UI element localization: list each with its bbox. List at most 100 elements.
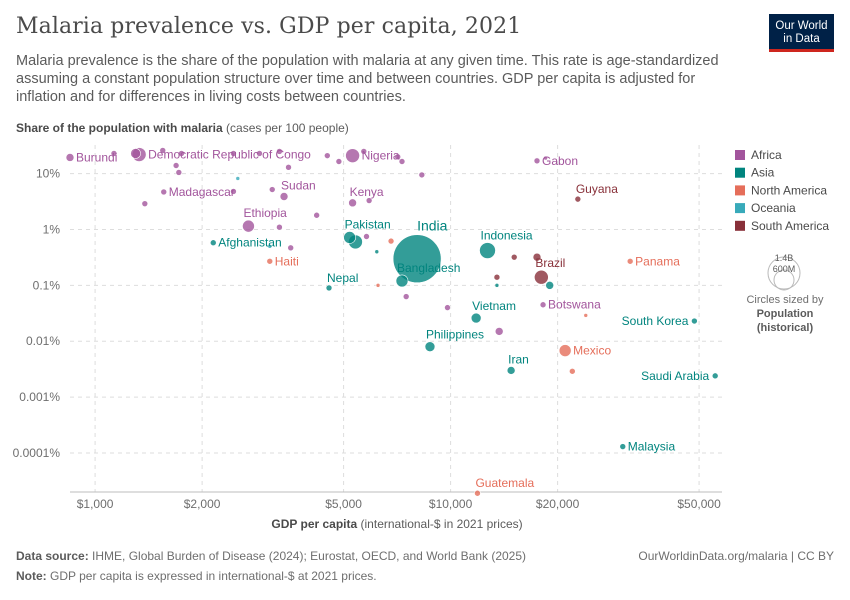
- data-point[interactable]: [159, 147, 167, 154]
- data-point[interactable]: [343, 231, 356, 244]
- data-point[interactable]: [569, 367, 576, 375]
- x-tick-label: $10,000: [429, 497, 473, 511]
- data-point[interactable]: [324, 152, 331, 159]
- data-point[interactable]: [287, 244, 295, 252]
- data-point[interactable]: [175, 169, 183, 176]
- legend-swatch[interactable]: [735, 220, 745, 231]
- data-point[interactable]: [160, 188, 168, 196]
- point-label: Mexico: [573, 344, 611, 358]
- data-point[interactable]: [178, 150, 185, 157]
- legend-swatch[interactable]: [735, 203, 745, 214]
- data-point[interactable]: [285, 163, 292, 171]
- data-points[interactable]: [65, 147, 719, 497]
- data-point[interactable]: [365, 197, 373, 204]
- data-point[interactable]: [691, 317, 698, 325]
- data-point[interactable]: [374, 249, 380, 255]
- data-point[interactable]: [276, 223, 283, 231]
- data-point[interactable]: [626, 257, 634, 265]
- x-tick-label: $20,000: [536, 497, 580, 511]
- point-label: Malaysia: [628, 440, 676, 454]
- data-point[interactable]: [558, 344, 572, 357]
- data-point[interactable]: [235, 176, 241, 181]
- size-legend-small-label: 600M: [773, 264, 796, 274]
- legend-swatch[interactable]: [735, 150, 745, 160]
- data-point[interactable]: [313, 211, 320, 219]
- data-point[interactable]: [583, 313, 589, 318]
- data-point[interactable]: [256, 150, 263, 157]
- data-point[interactable]: [375, 283, 381, 288]
- size-legend-big-label: 1.4B: [775, 253, 794, 263]
- data-point[interactable]: [711, 372, 719, 380]
- note-text: GDP per capita is expressed in internati…: [46, 569, 377, 583]
- legend-label[interactable]: North America: [751, 183, 827, 197]
- legend-label[interactable]: Asia: [751, 166, 775, 180]
- data-point[interactable]: [545, 281, 554, 290]
- data-point[interactable]: [363, 233, 370, 240]
- data-point[interactable]: [348, 198, 357, 208]
- data-point[interactable]: [506, 366, 516, 375]
- data-point[interactable]: [444, 304, 451, 311]
- owid-logo[interactable]: Our World in Data: [769, 14, 834, 52]
- data-point[interactable]: [619, 443, 627, 450]
- legend-swatch[interactable]: [735, 185, 745, 196]
- data-point[interactable]: [574, 195, 582, 203]
- data-point[interactable]: [424, 341, 436, 352]
- data-point[interactable]: [394, 153, 402, 161]
- data-point[interactable]: [172, 162, 180, 169]
- data-point[interactable]: [402, 293, 410, 300]
- data-source-text[interactable]: IHME, Global Burden of Disease (2024); E…: [88, 549, 527, 563]
- grid-lines: [70, 145, 722, 493]
- data-point[interactable]: [392, 234, 442, 284]
- legend-swatch[interactable]: [735, 167, 745, 178]
- data-point[interactable]: [479, 242, 496, 259]
- point-label: Iran: [508, 352, 529, 366]
- data-point[interactable]: [335, 158, 343, 165]
- point-label: Nepal: [327, 271, 358, 285]
- point-label: Saudi Arabia: [641, 369, 709, 383]
- data-point[interactable]: [345, 148, 360, 163]
- data-point[interactable]: [510, 253, 518, 261]
- data-point[interactable]: [266, 257, 274, 265]
- data-point[interactable]: [130, 148, 141, 159]
- scatter-chart[interactable]: 10% 1% 0.1% 0.01% 0.001% 0.0001% $1,000 $2,000…: [0, 0, 850, 540]
- x-axis-title: GDP per capita (international-$ in 2021 …: [271, 517, 522, 531]
- color-legend[interactable]: Africa Asia North America Oceania South Amer…: [735, 148, 829, 233]
- source-url[interactable]: OurWorldinData.org/malaria | CC BY: [638, 549, 834, 563]
- x-axis-title-rest: (international-$ in 2021 prices): [357, 517, 522, 531]
- point-label: Gabon: [542, 154, 578, 168]
- data-source-label: Data source:: [16, 549, 89, 563]
- data-point[interactable]: [494, 283, 500, 288]
- data-point[interactable]: [543, 155, 548, 161]
- legend-label[interactable]: South America: [751, 219, 829, 233]
- data-point[interactable]: [494, 327, 504, 336]
- data-point[interactable]: [279, 192, 289, 201]
- data-point[interactable]: [230, 188, 237, 195]
- data-point[interactable]: [493, 273, 501, 281]
- data-point[interactable]: [470, 312, 482, 324]
- data-point[interactable]: [209, 239, 217, 247]
- data-point[interactable]: [418, 171, 426, 179]
- data-point[interactable]: [387, 237, 395, 245]
- data-point[interactable]: [267, 244, 273, 249]
- data-point[interactable]: [230, 150, 237, 157]
- data-point[interactable]: [242, 219, 255, 233]
- logo-line-2: in Data: [783, 33, 820, 45]
- data-point[interactable]: [141, 200, 149, 207]
- data-point[interactable]: [110, 150, 118, 157]
- data-point[interactable]: [532, 252, 542, 262]
- data-point[interactable]: [268, 186, 276, 193]
- legend-label[interactable]: Africa: [751, 148, 782, 162]
- y-tick-labels: 10% 1% 0.1% 0.01% 0.001% 0.0001%: [13, 167, 61, 460]
- data-point[interactable]: [474, 489, 481, 497]
- data-point[interactable]: [325, 284, 333, 292]
- point-label: Vietnam: [472, 299, 516, 313]
- data-point[interactable]: [360, 148, 368, 155]
- data-point[interactable]: [276, 148, 283, 155]
- data-point[interactable]: [539, 301, 547, 309]
- data-point[interactable]: [534, 269, 549, 285]
- data-point[interactable]: [398, 158, 406, 165]
- legend-label[interactable]: Oceania: [751, 201, 796, 215]
- data-point[interactable]: [395, 274, 409, 288]
- data-point[interactable]: [533, 157, 541, 165]
- data-point[interactable]: [65, 153, 75, 162]
